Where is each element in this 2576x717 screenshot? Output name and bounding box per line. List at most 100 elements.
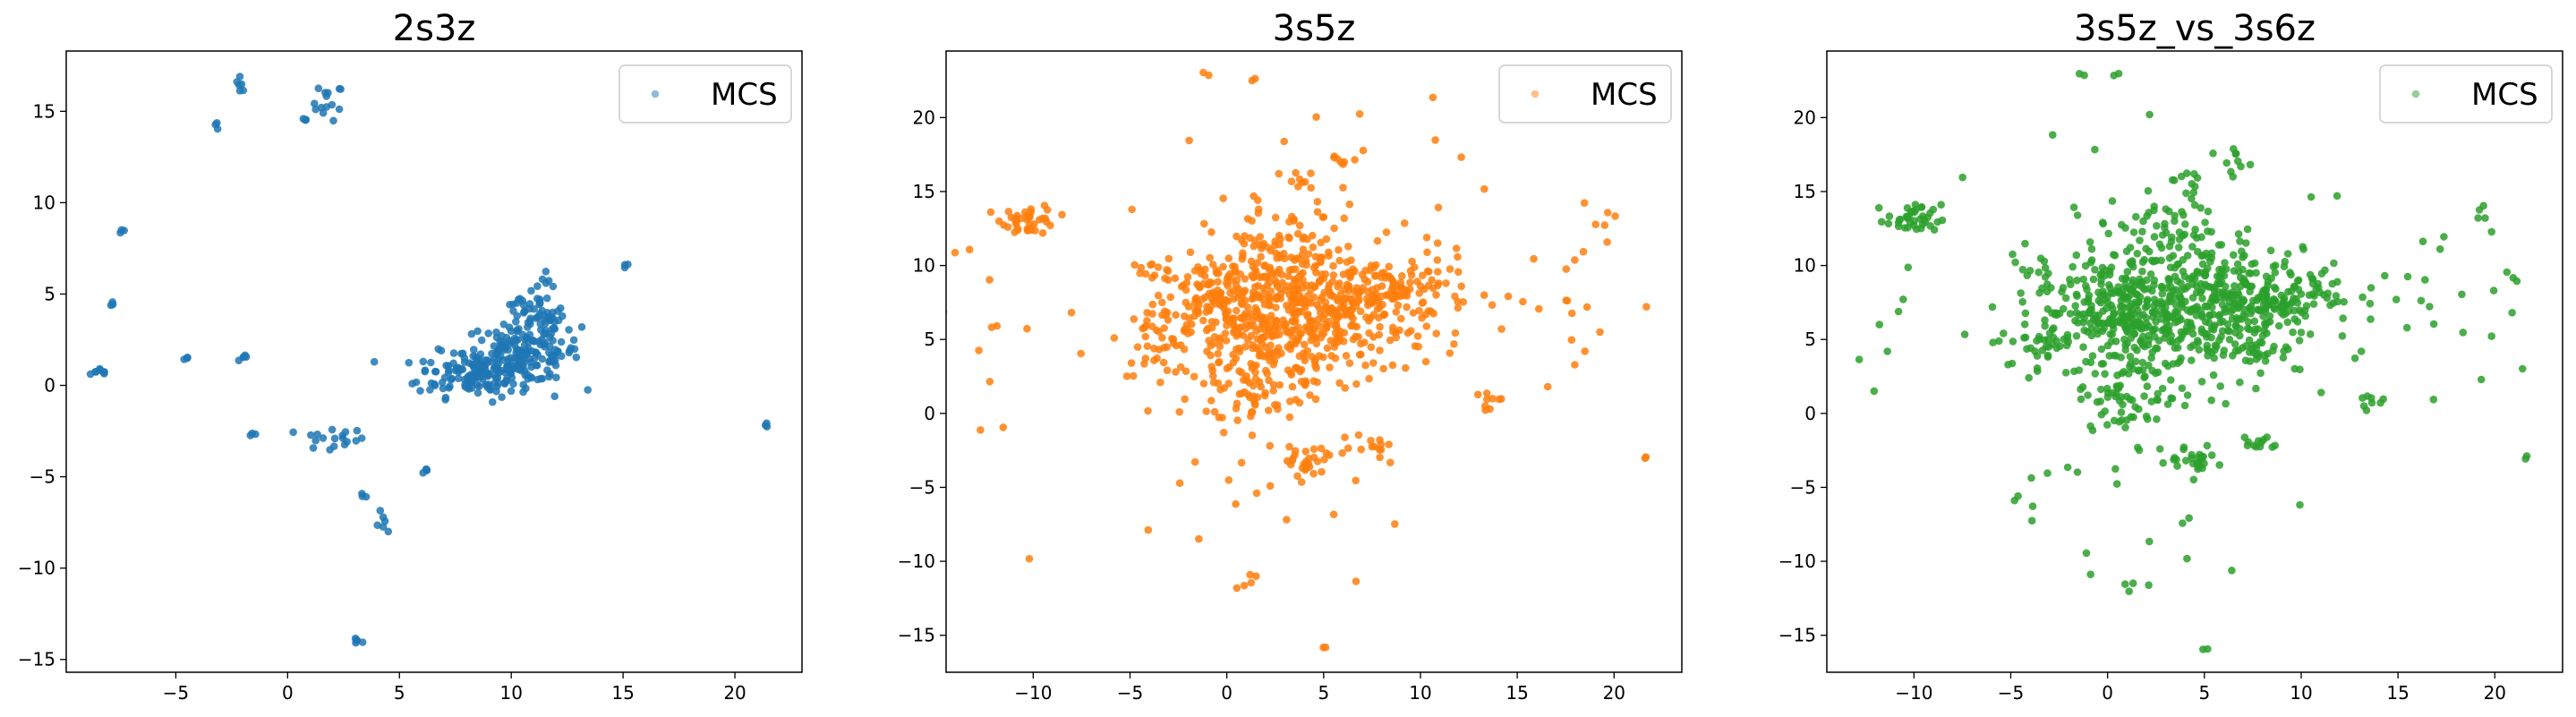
data-point	[1143, 342, 1152, 351]
data-point	[1319, 353, 1327, 362]
data-point	[1427, 307, 1435, 315]
data-point	[2183, 554, 2191, 563]
data-point	[1288, 326, 1296, 334]
data-point	[1215, 269, 1223, 277]
data-point	[2066, 276, 2074, 284]
data-point	[2271, 261, 2280, 269]
data-point	[1280, 250, 1288, 258]
data-point	[2204, 282, 2213, 291]
scatter-points	[1855, 69, 2531, 653]
data-point	[1392, 308, 1401, 316]
data-point	[352, 638, 360, 647]
data-point	[1292, 363, 1300, 372]
data-point	[2236, 378, 2244, 387]
data-point	[2145, 537, 2154, 546]
data-point	[2295, 306, 2304, 315]
legend: MCS	[618, 64, 792, 124]
data-point	[1176, 363, 1185, 371]
data-point	[2178, 384, 2187, 393]
data-point	[1291, 451, 1299, 459]
data-point	[1290, 318, 1298, 326]
data-point	[2238, 247, 2246, 256]
data-point	[1141, 269, 1150, 278]
data-point	[473, 380, 482, 389]
data-point	[2163, 400, 2172, 408]
data-point	[2324, 289, 2333, 298]
data-point	[2125, 587, 2133, 595]
data-point	[2192, 312, 2201, 320]
y-tick-label: 0	[44, 375, 55, 397]
data-point	[1222, 310, 1230, 319]
data-point	[545, 372, 553, 381]
data-point	[1321, 643, 1330, 652]
data-point	[2215, 336, 2223, 345]
data-point	[2062, 341, 2071, 350]
data-point	[1355, 110, 1364, 118]
data-point	[2256, 337, 2265, 346]
data-point	[1258, 321, 1267, 329]
data-point	[1290, 284, 1298, 293]
data-point	[1246, 570, 1254, 579]
data-point	[2426, 303, 2434, 311]
data-point	[2145, 110, 2154, 119]
data-point	[1488, 301, 1497, 310]
data-point	[549, 337, 557, 345]
data-point	[1194, 309, 1203, 318]
x-tick-label: 10	[2290, 682, 2312, 704]
data-point	[2295, 337, 2304, 345]
data-point	[2153, 396, 2162, 404]
data-point	[1324, 284, 1333, 293]
data-point	[1181, 367, 1190, 376]
data-point	[2149, 327, 2157, 335]
data-point	[2231, 340, 2239, 348]
data-point	[2403, 272, 2412, 281]
data-point	[2083, 328, 2092, 336]
data-point	[454, 374, 463, 383]
data-point	[1233, 327, 1241, 335]
data-point	[2138, 341, 2147, 349]
data-point	[460, 375, 469, 384]
data-point	[565, 326, 573, 334]
data-point	[509, 380, 517, 388]
data-point	[490, 363, 499, 371]
data-point	[2138, 283, 2147, 292]
data-point	[2317, 269, 2326, 278]
data-point	[2249, 441, 2258, 449]
data-point	[2080, 71, 2088, 80]
data-point	[1343, 309, 1352, 318]
y-tick-label: −5	[1790, 476, 1816, 498]
data-point	[2158, 289, 2167, 298]
data-point	[2082, 357, 2090, 366]
data-point	[1260, 353, 1269, 361]
data-point	[1287, 295, 1295, 304]
data-point	[1406, 267, 1415, 275]
y-tick-label: −5	[30, 466, 55, 488]
data-point	[2138, 267, 2146, 276]
data-point	[1301, 465, 1309, 474]
data-point	[2197, 452, 2206, 461]
data-point	[1163, 343, 1171, 352]
data-point	[319, 108, 328, 117]
data-point	[2166, 263, 2175, 272]
data-point	[362, 492, 371, 501]
data-point	[1354, 431, 1363, 440]
data-point	[1190, 457, 1199, 466]
data-point	[1258, 334, 1267, 342]
data-point	[352, 437, 361, 445]
data-point	[2084, 391, 2092, 399]
data-point	[2073, 211, 2082, 219]
data-point	[2201, 302, 2210, 311]
data-point	[2145, 209, 2154, 217]
data-point	[2153, 415, 2161, 423]
data-point	[235, 87, 244, 95]
data-point	[507, 327, 516, 336]
data-point	[1251, 265, 1259, 274]
data-point	[1291, 256, 1299, 264]
data-point	[1027, 205, 1036, 213]
data-point	[1402, 363, 1410, 372]
legend-box	[2379, 64, 2553, 124]
data-point	[2041, 336, 2049, 345]
data-point	[1287, 177, 1296, 185]
data-point	[2177, 294, 2185, 303]
data-point	[2210, 322, 2218, 331]
